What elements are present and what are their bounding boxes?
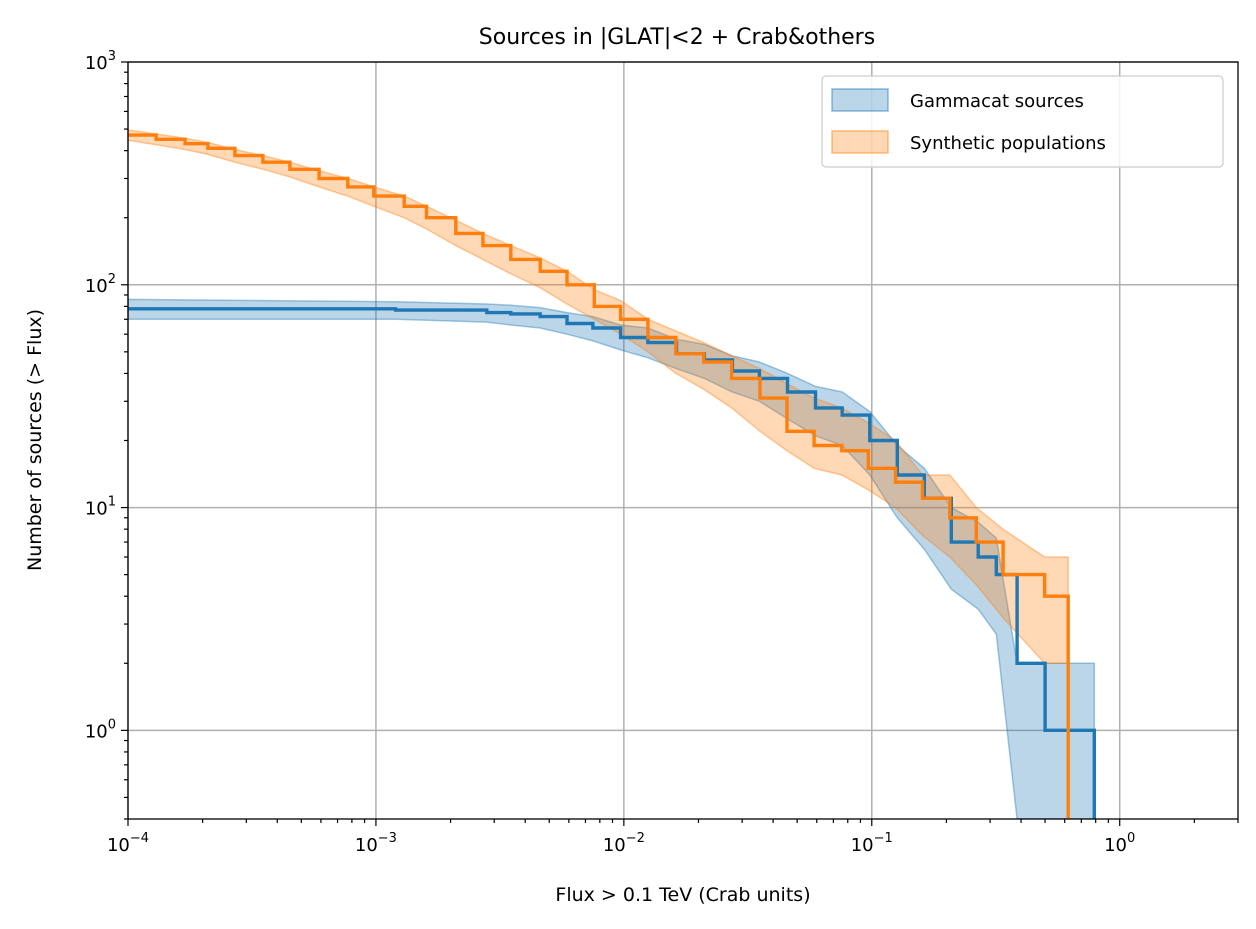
legend-label-gammacat: Gammacat sources xyxy=(910,91,1084,112)
band-gammacat xyxy=(128,298,1096,819)
x-tick-label: 10−1 xyxy=(851,831,893,856)
y-axis-label: Number of sources (> Flux) xyxy=(24,309,46,571)
legend-swatch-synthetic xyxy=(831,130,889,154)
series-lines xyxy=(128,133,1096,819)
x-tick-label: 10−2 xyxy=(603,831,645,856)
legend-box xyxy=(821,75,1224,168)
chart-title: Sources in |GLAT|<2 + Crab&others xyxy=(479,25,875,50)
legend-swatch-gammacat xyxy=(831,88,889,112)
x-tick-label: 10−4 xyxy=(107,831,149,856)
y-tick-label: 100 xyxy=(85,717,116,742)
axis-ticks: 10−4 10−3 10−2 10−1 100 100 101 102 103 xyxy=(85,49,1239,856)
y-tick-label: 102 xyxy=(85,272,116,297)
series-line-synthetic xyxy=(128,133,1070,819)
legend-label-synthetic: Synthetic populations xyxy=(910,133,1106,154)
x-axis-label: Flux > 0.1 TeV (Crab units) xyxy=(555,884,810,906)
y-tick-label: 103 xyxy=(85,49,116,74)
y-tick-label: 101 xyxy=(85,495,116,520)
legend: Gammacat sources Synthetic populations xyxy=(821,75,1224,168)
x-tick-label: 100 xyxy=(1104,831,1135,856)
x-tick-label: 10−3 xyxy=(355,831,397,856)
